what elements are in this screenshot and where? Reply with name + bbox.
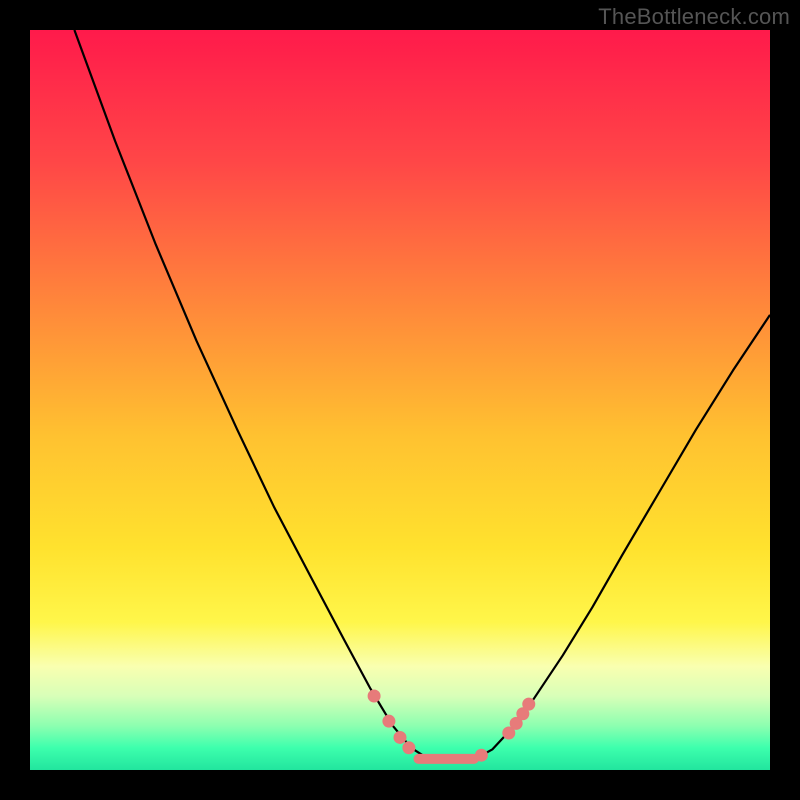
curve-marker <box>475 749 487 761</box>
plot-background <box>30 30 770 770</box>
chart-container: TheBottleneck.com <box>0 0 800 800</box>
curve-marker <box>523 698 535 710</box>
curve-marker <box>394 731 406 743</box>
bottleneck-chart-svg <box>0 0 800 800</box>
watermark-label: TheBottleneck.com <box>598 4 790 30</box>
curve-marker <box>368 690 380 702</box>
curve-marker <box>403 742 415 754</box>
curve-marker <box>383 715 395 727</box>
